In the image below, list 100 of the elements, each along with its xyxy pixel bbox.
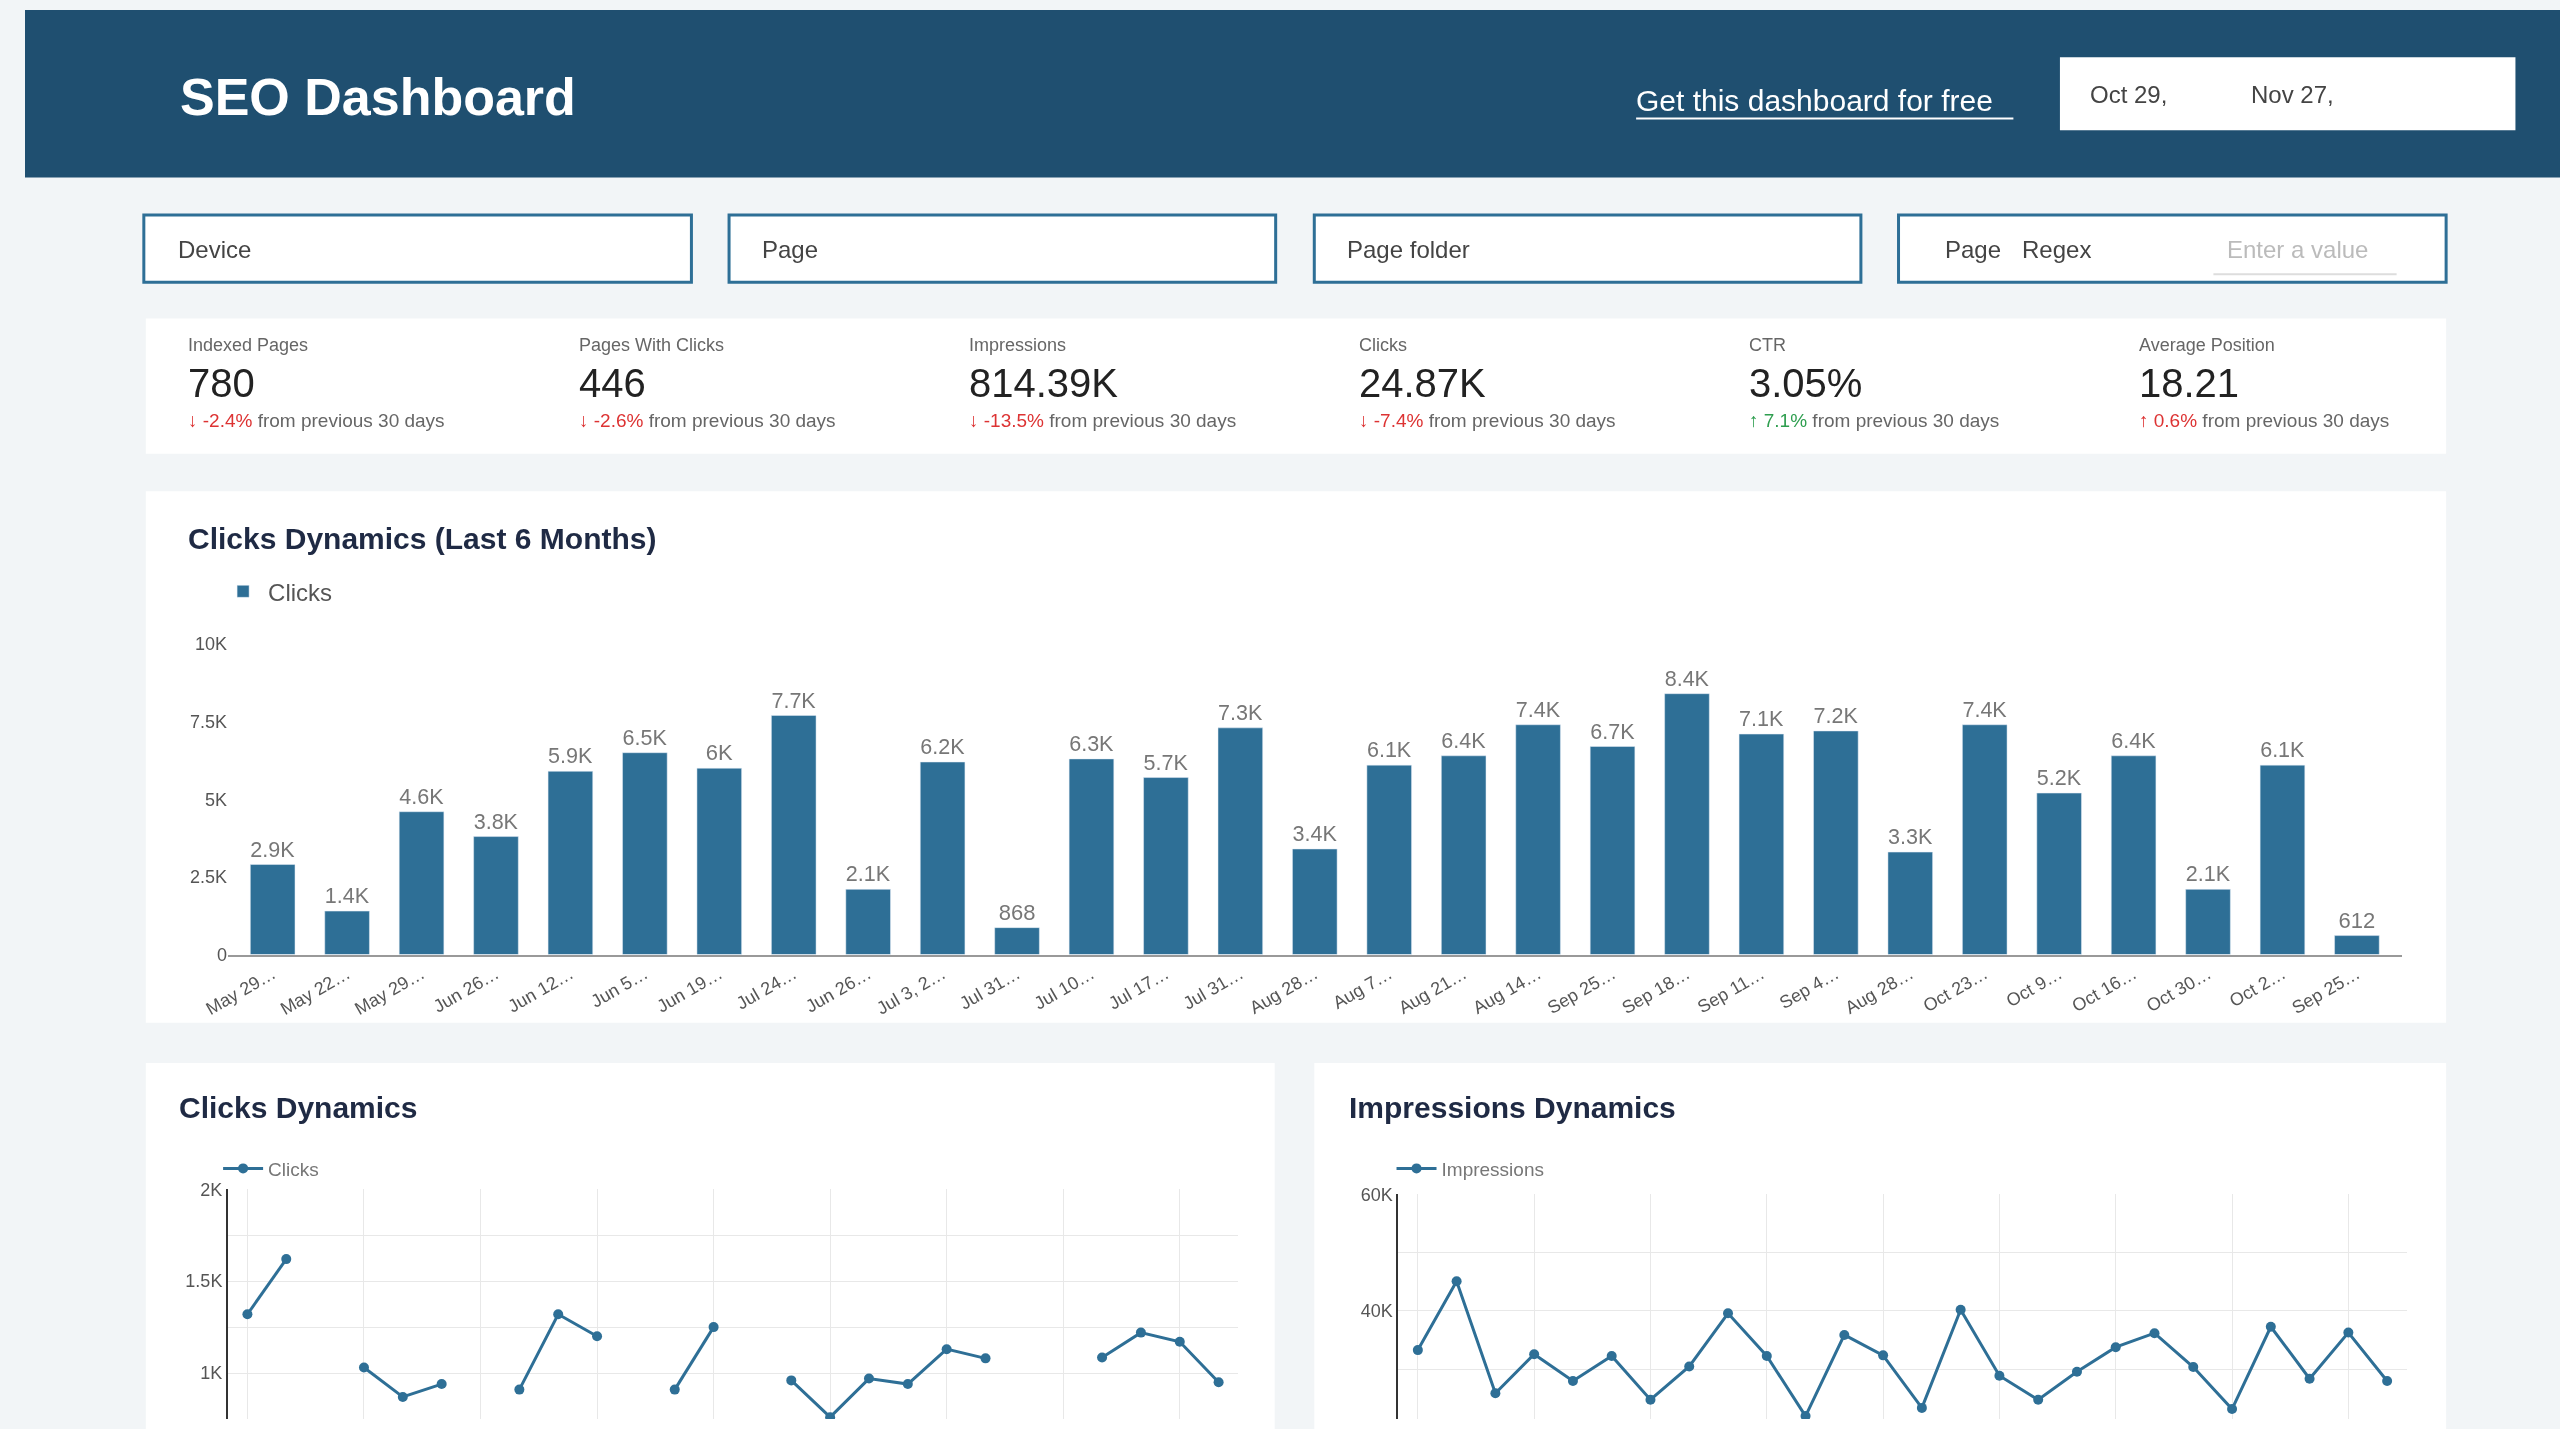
data-label: 7.7K xyxy=(771,687,817,713)
point xyxy=(863,1373,874,1384)
bar xyxy=(771,715,817,955)
text: 24.87K xyxy=(1359,361,1487,405)
text: ↑ 0.6% from previous 30 days xyxy=(2139,410,2390,431)
data-label: 6.5K xyxy=(622,724,668,750)
data-label: 5.7K xyxy=(1143,749,1189,775)
bar xyxy=(1068,758,1115,955)
text: ↓ -7.4% from previous 30 days xyxy=(1359,410,1616,431)
point xyxy=(980,1353,991,1364)
data-label: 1.4K xyxy=(324,883,370,909)
point xyxy=(1451,1276,1462,1287)
text: Page xyxy=(1945,236,2002,263)
x-tick-label: Jul 10… xyxy=(1030,963,1098,1014)
x-tick-label: Aug 28… xyxy=(1246,963,1322,1018)
data-label: 8.4K xyxy=(1664,665,1710,691)
text: Average Position xyxy=(2139,335,2275,355)
x-tick-label: Oct 23… xyxy=(1919,963,1992,1016)
data-label: 6.3K xyxy=(1069,731,1115,757)
point xyxy=(708,1322,719,1333)
text: Clicks xyxy=(1359,335,1407,355)
x-tick-label: Jul 31… xyxy=(956,963,1024,1014)
y-tick-label: 0 xyxy=(216,944,227,965)
text: Indexed Pages xyxy=(188,335,309,355)
y-tick-label: 2K xyxy=(200,1179,223,1200)
point xyxy=(2033,1394,2044,1405)
point xyxy=(1490,1388,1501,1399)
bar xyxy=(398,811,445,955)
bar xyxy=(547,771,593,955)
point xyxy=(358,1362,369,1373)
text: Impressions xyxy=(969,335,1067,355)
text: ↓ -2.4% from previous 30 days xyxy=(188,410,445,431)
data-label: 7.1K xyxy=(1739,706,1785,732)
data-label: 2.1K xyxy=(845,861,891,887)
x-tick-label: Oct 2… xyxy=(2226,963,2289,1011)
text: Enter a value xyxy=(2227,236,2369,263)
x-tick-label: Jul 24… xyxy=(733,963,801,1014)
point xyxy=(1955,1304,1966,1315)
x-tick-label: Sep 4… xyxy=(1776,963,1843,1013)
data-label: 5.9K xyxy=(548,743,594,769)
data-label: 6K xyxy=(705,740,733,766)
text: Page xyxy=(762,236,819,263)
bar xyxy=(1441,755,1487,955)
data-label: 6.4K xyxy=(2111,727,2157,753)
point xyxy=(436,1379,447,1390)
legend-label: Clicks xyxy=(268,578,333,606)
data-label: 3.4K xyxy=(1292,821,1338,847)
bar xyxy=(622,752,668,955)
data-label: 7.3K xyxy=(1218,699,1263,725)
data-label: 6.4K xyxy=(1441,727,1487,753)
bar xyxy=(2334,935,2380,955)
point xyxy=(1684,1361,1695,1372)
text: ↑ 7.1% from previous 30 days xyxy=(1749,410,2000,431)
point xyxy=(902,1379,913,1390)
data-label: 612 xyxy=(2338,907,2376,933)
bar xyxy=(2259,764,2306,955)
data-label: 7.4K xyxy=(1962,696,2008,722)
bar xyxy=(2036,792,2082,955)
y-tick-label: 10K xyxy=(194,634,227,655)
point xyxy=(1878,1350,1889,1361)
point xyxy=(2343,1327,2354,1338)
point xyxy=(1213,1377,1224,1388)
bar xyxy=(1962,724,2008,955)
point xyxy=(242,1309,253,1320)
x-tick-label: Aug 21… xyxy=(1395,963,1471,1018)
data-label: 6.2K xyxy=(920,734,966,760)
x-tick-label: May 29… xyxy=(351,963,429,1019)
x-tick-label: Sep 25… xyxy=(2288,963,2364,1018)
data-label: 6.1K xyxy=(2260,737,2306,763)
bar xyxy=(1813,730,1859,955)
text: ↓ -13.5% from previous 30 days xyxy=(969,410,1237,431)
point xyxy=(1839,1329,1850,1340)
data-label: 6.1K xyxy=(1366,737,1412,763)
x-tick-label: Jul 17… xyxy=(1105,963,1173,1014)
y-tick-label: 1K xyxy=(200,1363,223,1384)
x-tick-label: Jul 31… xyxy=(1179,963,1247,1014)
point xyxy=(1135,1327,1146,1338)
point xyxy=(1723,1308,1734,1319)
bar xyxy=(2185,889,2231,955)
bar xyxy=(324,910,370,955)
text: 18.21 xyxy=(2139,361,2240,405)
y-tick-label: 60K xyxy=(1360,1184,1393,1205)
x-tick-label: Aug 28… xyxy=(1841,963,1917,1018)
text: Oct 29, xyxy=(2090,81,2168,108)
point xyxy=(1567,1376,1578,1387)
bar xyxy=(473,836,519,955)
point xyxy=(514,1384,525,1395)
x-tick-label: Oct 9… xyxy=(2002,963,2066,1011)
point xyxy=(2188,1362,2199,1373)
bar xyxy=(994,927,1040,955)
point xyxy=(1916,1402,1927,1413)
point xyxy=(281,1254,292,1265)
legend-label: Impressions xyxy=(1441,1158,1544,1180)
text: Page folder xyxy=(1347,236,1470,263)
bar xyxy=(845,889,891,955)
point xyxy=(1761,1350,1772,1361)
bar xyxy=(1515,724,1561,955)
data-label: 2.1K xyxy=(2185,861,2231,887)
bar xyxy=(1217,727,1263,955)
data-label: 2.9K xyxy=(250,836,296,862)
